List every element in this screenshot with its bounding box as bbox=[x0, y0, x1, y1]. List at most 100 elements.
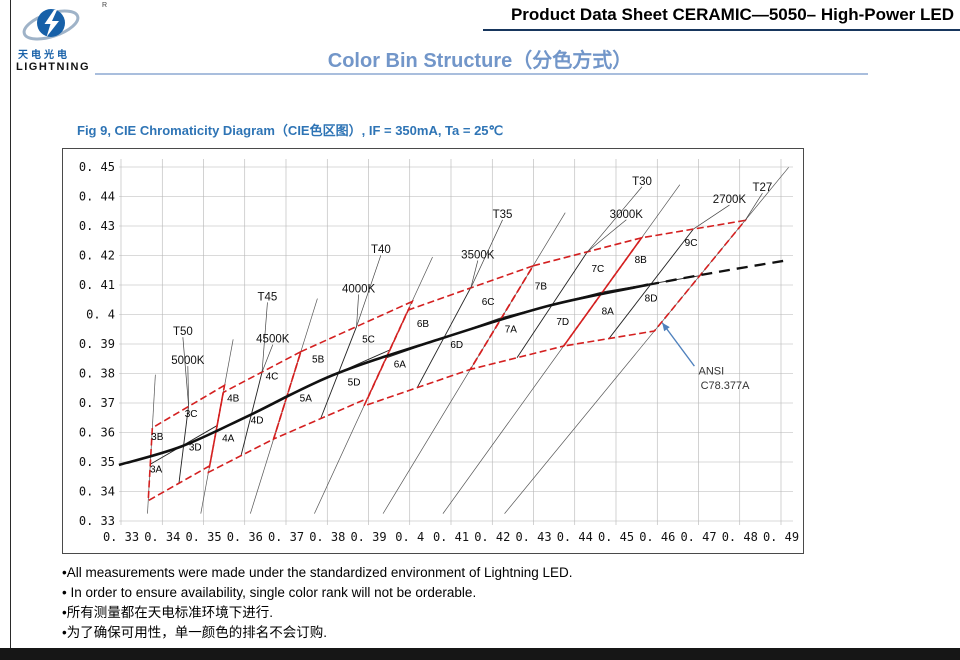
bin-quad bbox=[207, 350, 303, 474]
figure-caption: Fig 9, CIE Chromaticity Diagram（CIE色区图）,… bbox=[77, 123, 504, 138]
y-tick-label: 0. 38 bbox=[79, 367, 115, 381]
sub-bin-label: 4A bbox=[222, 433, 235, 444]
x-tick-label: 0. 35 bbox=[185, 530, 221, 544]
sub-bin-label: 8D bbox=[645, 293, 658, 304]
ansi-arrow bbox=[661, 322, 695, 367]
planckian-locus-extension bbox=[647, 258, 790, 286]
x-tick-label: 0. 47 bbox=[680, 530, 716, 544]
x-tick-label: 0. 4 bbox=[395, 530, 424, 544]
lightning-logo-icon bbox=[22, 9, 80, 41]
sub-bin-label: 5C bbox=[362, 334, 375, 345]
sub-bin-label: 6B bbox=[417, 319, 430, 330]
label-leader-line bbox=[182, 337, 189, 407]
y-tick-label: 0. 33 bbox=[79, 514, 115, 528]
sub-bin-label: 8A bbox=[602, 307, 615, 318]
ansi-label-line1: ANSI bbox=[699, 365, 725, 377]
x-tick-label: 0. 43 bbox=[515, 530, 551, 544]
y-tick-label: 0. 45 bbox=[79, 160, 115, 174]
x-tick-label: 0. 36 bbox=[227, 530, 263, 544]
logo: R 天电光电 LIGHTNING bbox=[14, 2, 134, 73]
ansi-arrowhead bbox=[662, 322, 670, 332]
x-tick-label: 0. 37 bbox=[268, 530, 304, 544]
ansi-label-line2: C78.377A bbox=[701, 380, 751, 392]
cct-label: 5000K bbox=[171, 355, 205, 367]
y-tick-label: 0. 4 bbox=[86, 308, 115, 322]
label-leader-line bbox=[470, 219, 503, 289]
bin-quad bbox=[147, 383, 226, 503]
y-tick-label: 0. 35 bbox=[79, 455, 115, 469]
sub-bin-label: 3D bbox=[189, 442, 202, 453]
sub-bin-label: 7A bbox=[505, 324, 518, 335]
header-underline bbox=[483, 29, 960, 31]
sub-bin-label: 4C bbox=[266, 371, 279, 382]
sub-bin-label: 3C bbox=[185, 409, 198, 420]
page-left-border bbox=[10, 0, 11, 660]
x-tick-label: 0. 41 bbox=[433, 530, 469, 544]
label-leader-line bbox=[356, 255, 382, 327]
sub-bin-label: 6A bbox=[394, 360, 407, 371]
cct-label: 3000K bbox=[610, 209, 644, 221]
cct-label: 4000K bbox=[342, 283, 376, 295]
x-tick-label: 0. 33 bbox=[103, 530, 139, 544]
sub-bin-label: 4D bbox=[251, 416, 264, 427]
x-tick-label: 0. 39 bbox=[350, 530, 386, 544]
label-leader-line bbox=[261, 344, 274, 373]
cct-label: T27 bbox=[753, 182, 773, 194]
y-tick-label: 0. 44 bbox=[79, 190, 115, 204]
sub-bin-label: 5D bbox=[348, 377, 361, 388]
cct-label: 2700K bbox=[713, 194, 747, 206]
cct-label: T40 bbox=[371, 244, 391, 256]
y-tick-label: 0. 43 bbox=[79, 219, 115, 233]
cct-label: 3500K bbox=[461, 250, 495, 262]
sub-bin-label: 7D bbox=[556, 317, 569, 328]
registered-mark: R bbox=[102, 2, 108, 9]
document-title: Product Data Sheet CERAMIC—5050– High-Po… bbox=[510, 5, 954, 24]
sub-bin-label: 8B bbox=[635, 255, 648, 266]
sub-bin-label: 5B bbox=[312, 354, 325, 365]
cct-boundary-line bbox=[442, 184, 681, 514]
chart-container: 0. 33 0. 34 0. 35 0. 36 0. 37 0. 38 0. 39 0. 4 0… bbox=[62, 148, 804, 554]
label-leader-line bbox=[261, 302, 268, 373]
label-leader-line bbox=[356, 294, 359, 327]
page-title: Color Bin Structure（分色方式） bbox=[327, 50, 633, 72]
y-tick-label: 0. 41 bbox=[79, 278, 115, 292]
label-leader-line bbox=[744, 193, 763, 221]
cie-chromaticity-chart: 0. 33 0. 34 0. 35 0. 36 0. 37 0. 38 0. 39 0. 4 0… bbox=[79, 159, 799, 544]
bin-quad bbox=[561, 219, 748, 348]
cct-label: 4500K bbox=[256, 334, 290, 346]
x-tick-label: 0. 42 bbox=[474, 530, 510, 544]
y-tick-label: 0. 34 bbox=[79, 485, 115, 499]
sub-bin-label: 4B bbox=[227, 393, 240, 404]
sub-bin-label: 3A bbox=[150, 464, 163, 475]
sub-bin-label: 7B bbox=[535, 281, 548, 292]
note-line: • In order to ensure availability, singl… bbox=[62, 585, 477, 600]
label-leader-line bbox=[470, 260, 479, 289]
sub-bin-label: 9C bbox=[685, 238, 698, 249]
label-leader-line bbox=[693, 204, 730, 230]
sub-bin-label: 3B bbox=[151, 432, 164, 443]
cct-label: T45 bbox=[258, 291, 278, 303]
planckian-locus bbox=[118, 283, 649, 467]
label-leader-line bbox=[187, 366, 189, 407]
logo-chinese-name: 天电光电 bbox=[18, 50, 70, 61]
x-tick-label: 0. 38 bbox=[309, 530, 345, 544]
label-leader-line bbox=[587, 186, 643, 252]
x-tick-label: 0. 49 bbox=[763, 530, 799, 544]
x-tick-label: 0. 45 bbox=[598, 530, 634, 544]
cct-label: T35 bbox=[493, 209, 513, 221]
title-underline bbox=[95, 73, 868, 75]
note-line: •All measurements were made under the st… bbox=[62, 565, 573, 580]
y-tick-label: 0. 37 bbox=[79, 396, 115, 410]
logo-english-name: LIGHTNING bbox=[16, 61, 90, 73]
sub-bin-label: 5A bbox=[300, 393, 313, 404]
y-tick-label: 0. 39 bbox=[79, 337, 115, 351]
x-tick-label: 0. 48 bbox=[722, 530, 758, 544]
notes: •All measurements were made under the st… bbox=[62, 563, 573, 643]
note-line: •所有测量都在天电标准环境下进行. bbox=[62, 605, 273, 620]
x-tick-label: 0. 34 bbox=[144, 530, 180, 544]
cct-label: T50 bbox=[173, 326, 193, 338]
sub-bin-label: 7C bbox=[591, 264, 604, 275]
y-tick-label: 0. 42 bbox=[79, 249, 115, 263]
cct-label: T30 bbox=[632, 176, 652, 188]
sub-bin-label: 6D bbox=[450, 340, 463, 351]
